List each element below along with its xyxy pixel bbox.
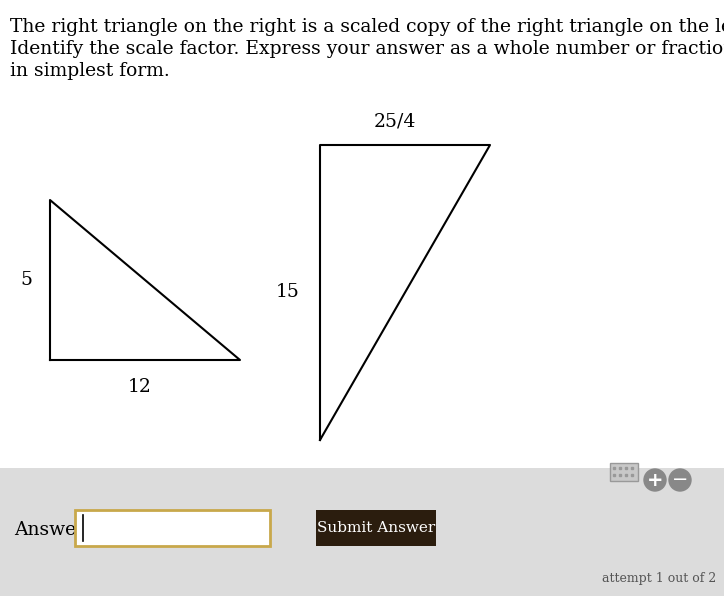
Bar (75, 510, 270, 546)
Bar (0, 468, 724, 596)
Text: Answer:: Answer: (14, 521, 91, 539)
Bar (610, 463, 638, 481)
Text: 12: 12 (128, 378, 152, 396)
Bar (316, 510, 436, 546)
Text: 25/4: 25/4 (374, 112, 416, 130)
Circle shape (669, 469, 691, 491)
Text: Identify the scale factor. Express your answer as a whole number or fraction: Identify the scale factor. Express your … (10, 40, 724, 58)
Text: Submit Answer: Submit Answer (317, 521, 435, 535)
Text: −: − (672, 470, 689, 489)
Text: 5: 5 (20, 271, 32, 289)
Text: 15: 15 (276, 283, 300, 301)
Text: The right triangle on the right is a scaled copy of the right triangle on the le: The right triangle on the right is a sca… (10, 18, 724, 36)
Text: +: + (647, 470, 663, 489)
Text: in simplest form.: in simplest form. (10, 62, 169, 80)
Circle shape (644, 469, 666, 491)
Text: attempt 1 out of 2: attempt 1 out of 2 (602, 572, 716, 585)
